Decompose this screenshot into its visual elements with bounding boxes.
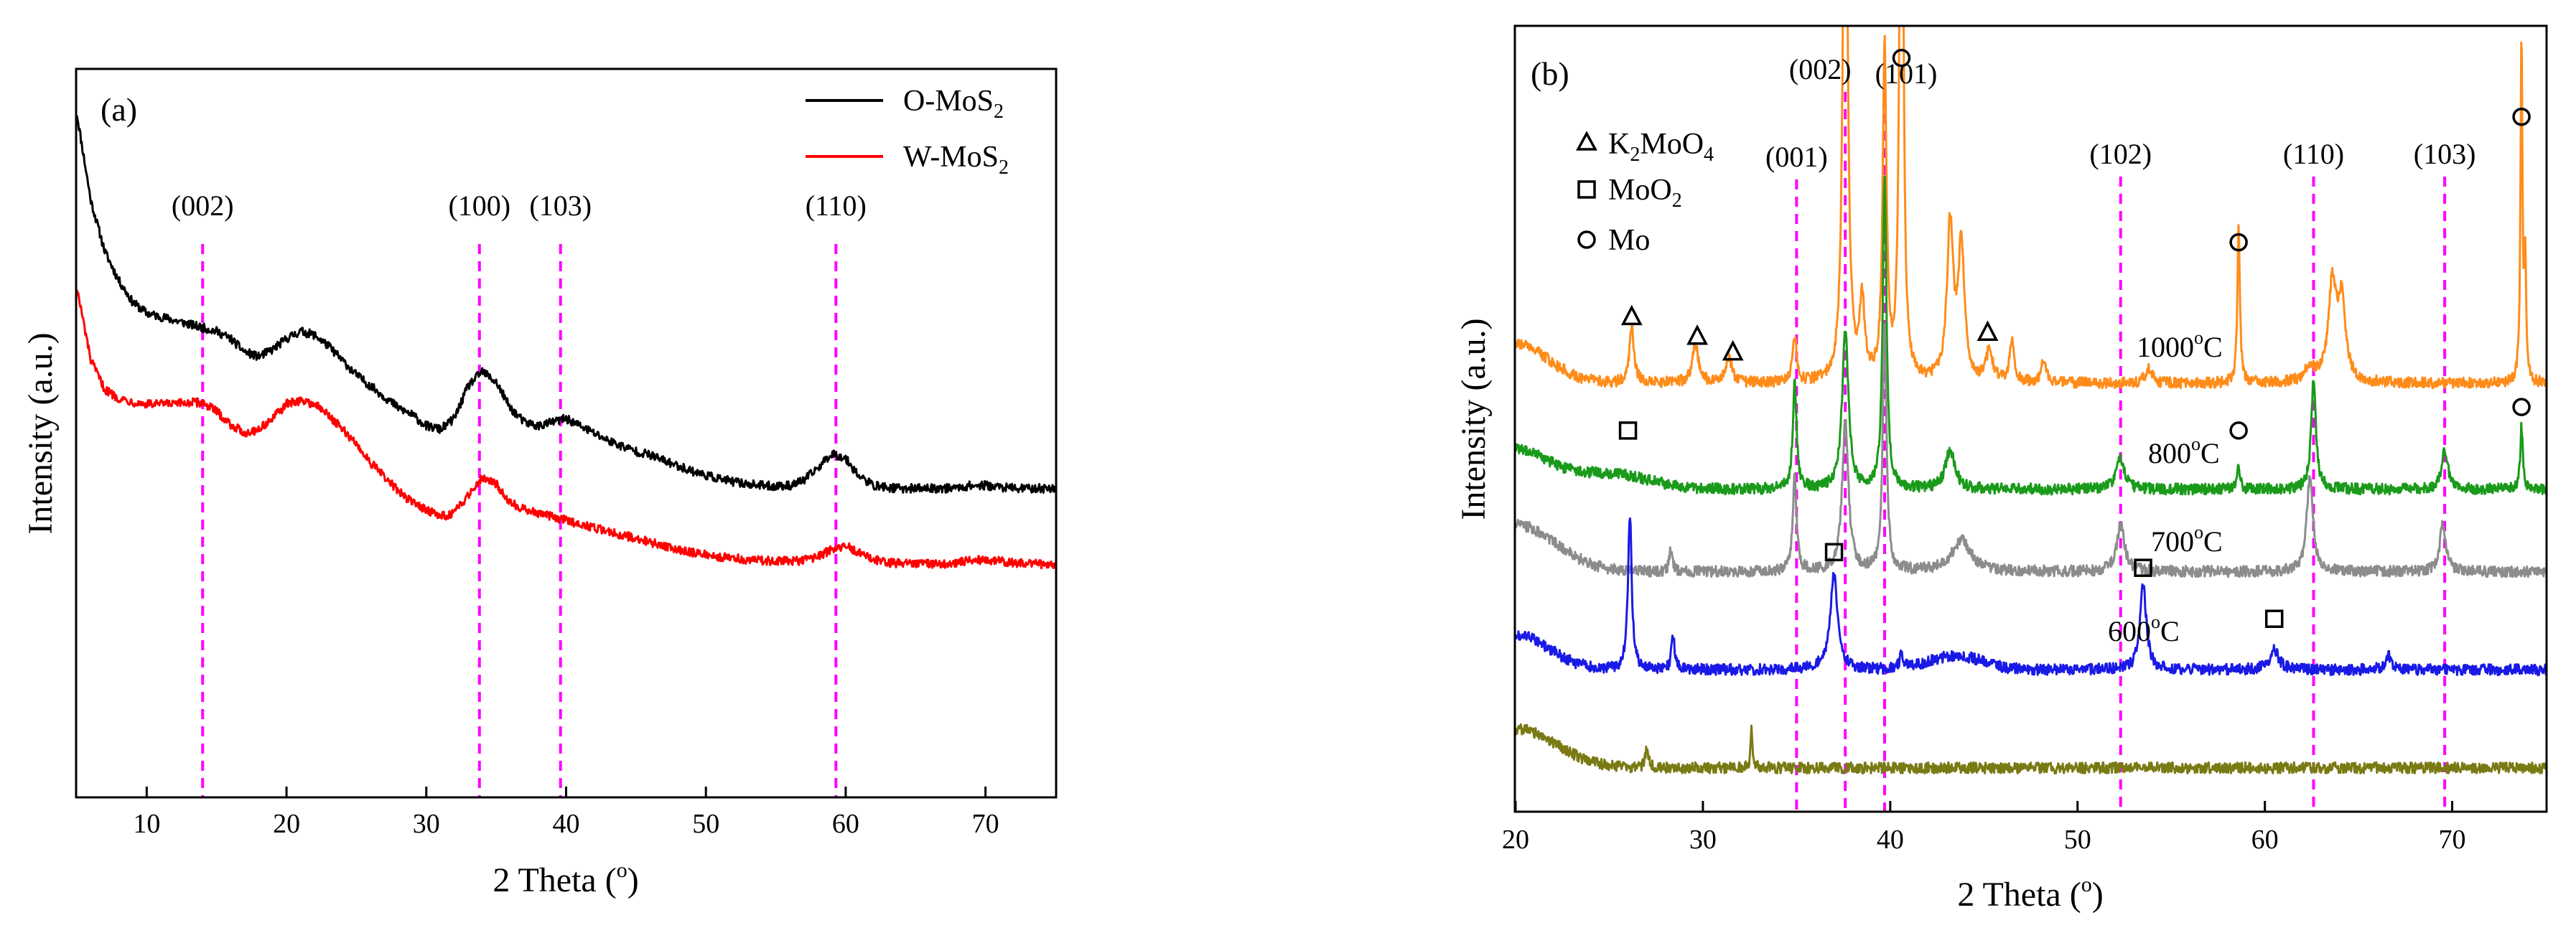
hkl-label: (002) [172, 189, 234, 222]
hkl-label: (110) [2283, 138, 2344, 170]
plot-frame [1513, 24, 2548, 813]
hkl-label: (001) [1765, 141, 1828, 173]
x-tick-label: 40 [553, 809, 580, 839]
square-legend-icon [1577, 180, 1596, 199]
square-marker-icon [2134, 558, 2152, 577]
x-ticks: 10 20 30 40 50 60 70 [133, 787, 999, 839]
series-line-w-mos2 [77, 289, 1055, 570]
panel-label: (b) [1531, 55, 1569, 92]
x-axis-label: 2 Theta (o) [493, 858, 638, 899]
hkl-label: (110) [806, 189, 867, 222]
square-marker-icon [2264, 609, 2284, 628]
series-group [77, 115, 1055, 570]
temp-label-1000c: 1000oC [2137, 327, 2223, 363]
x-ticks: 20 30 40 50 60 70 [1502, 801, 2466, 855]
series-line-base [1516, 723, 2546, 774]
series-line-600c [1516, 517, 2546, 677]
reference-lines [201, 244, 838, 797]
series-line-700c [1516, 322, 2546, 578]
x-tick-label: 60 [832, 809, 859, 839]
panel-label: (a) [101, 91, 137, 128]
x-tick-label: 30 [1689, 825, 1717, 855]
temp-label-700c: 700oC [2151, 522, 2223, 558]
x-tick-label: 40 [1877, 825, 1904, 855]
hkl-label: (002) [1789, 53, 1852, 85]
x-tick-label: 60 [2251, 825, 2279, 855]
triangle-marker-icon [1722, 339, 1744, 361]
hkl-labels: (002) (100) (103) (110) [172, 189, 867, 222]
square-marker-icon [1824, 543, 1844, 562]
x-tick-label: 20 [273, 809, 300, 839]
x-axis-label: 2 Theta (o) [1957, 873, 2103, 914]
x-tick-label: 30 [413, 809, 440, 839]
x-tick-label: 50 [2064, 825, 2091, 855]
legend-label-moo2: MoO2 [1608, 174, 1682, 212]
triangle-marker-icon [1977, 320, 1999, 342]
hkl-labels: (001) (002) (101) (102) (110) (103) [1765, 53, 2475, 173]
hkl-label: (102) [2089, 138, 2152, 170]
reference-lines [1795, 92, 2447, 811]
hkl-label: (103) [2414, 138, 2476, 170]
legend-label-w-mos2: W-MoS2 [903, 141, 1009, 179]
phase-markers [1618, 48, 2531, 628]
plot-frame [75, 67, 1058, 799]
hkl-label: (100) [448, 189, 510, 222]
series-line-1000c [1516, 27, 2546, 390]
legend: K2MoO4 MoO2 Mo [1576, 128, 1714, 257]
hkl-label: (101) [1875, 57, 1938, 90]
circle-legend-icon [1577, 230, 1596, 249]
y-axis-label: Intensity (a.u.) [1455, 318, 1493, 520]
x-tick-label: 10 [133, 809, 160, 839]
series-group [1516, 27, 2546, 774]
circle-marker-icon [2229, 233, 2248, 252]
legend-label-k2moo4: K2MoO4 [1608, 128, 1714, 166]
triangle-marker-icon [1620, 304, 1643, 326]
triangle-marker-icon [1686, 324, 1708, 345]
circle-marker-icon [2229, 421, 2248, 440]
panel-a: 10 20 30 40 50 60 70 (002) (100) (103) (110) (a) … [22, 67, 1058, 899]
x-tick-label: 70 [972, 809, 999, 839]
circle-marker-icon [1892, 48, 1911, 67]
temp-label-800c: 800oC [2148, 433, 2220, 469]
x-tick-label: 50 [692, 809, 719, 839]
panel-b: 20 30 40 50 60 70 (001) (002) (101) (102) (110) (1… [1455, 24, 2548, 914]
temp-label-600c: 600oC [2108, 611, 2180, 647]
legend-label-o-mos2: O-MoS2 [903, 85, 1004, 123]
legend-label-mo: Mo [1608, 224, 1650, 257]
circle-marker-icon [2512, 107, 2531, 126]
x-tick-label: 70 [2439, 825, 2466, 855]
x-tick-label: 20 [1502, 825, 1529, 855]
square-marker-icon [1618, 421, 1638, 440]
y-axis-label: Intensity (a.u.) [22, 332, 60, 534]
circle-marker-icon [2512, 398, 2531, 416]
hkl-label: (103) [529, 189, 592, 222]
series-line-o-mos2 [77, 115, 1055, 494]
legend: O-MoS2 W-MoS2 [806, 85, 1009, 179]
triangle-legend-icon [1576, 131, 1597, 151]
series-line-800c [1516, 175, 2546, 496]
